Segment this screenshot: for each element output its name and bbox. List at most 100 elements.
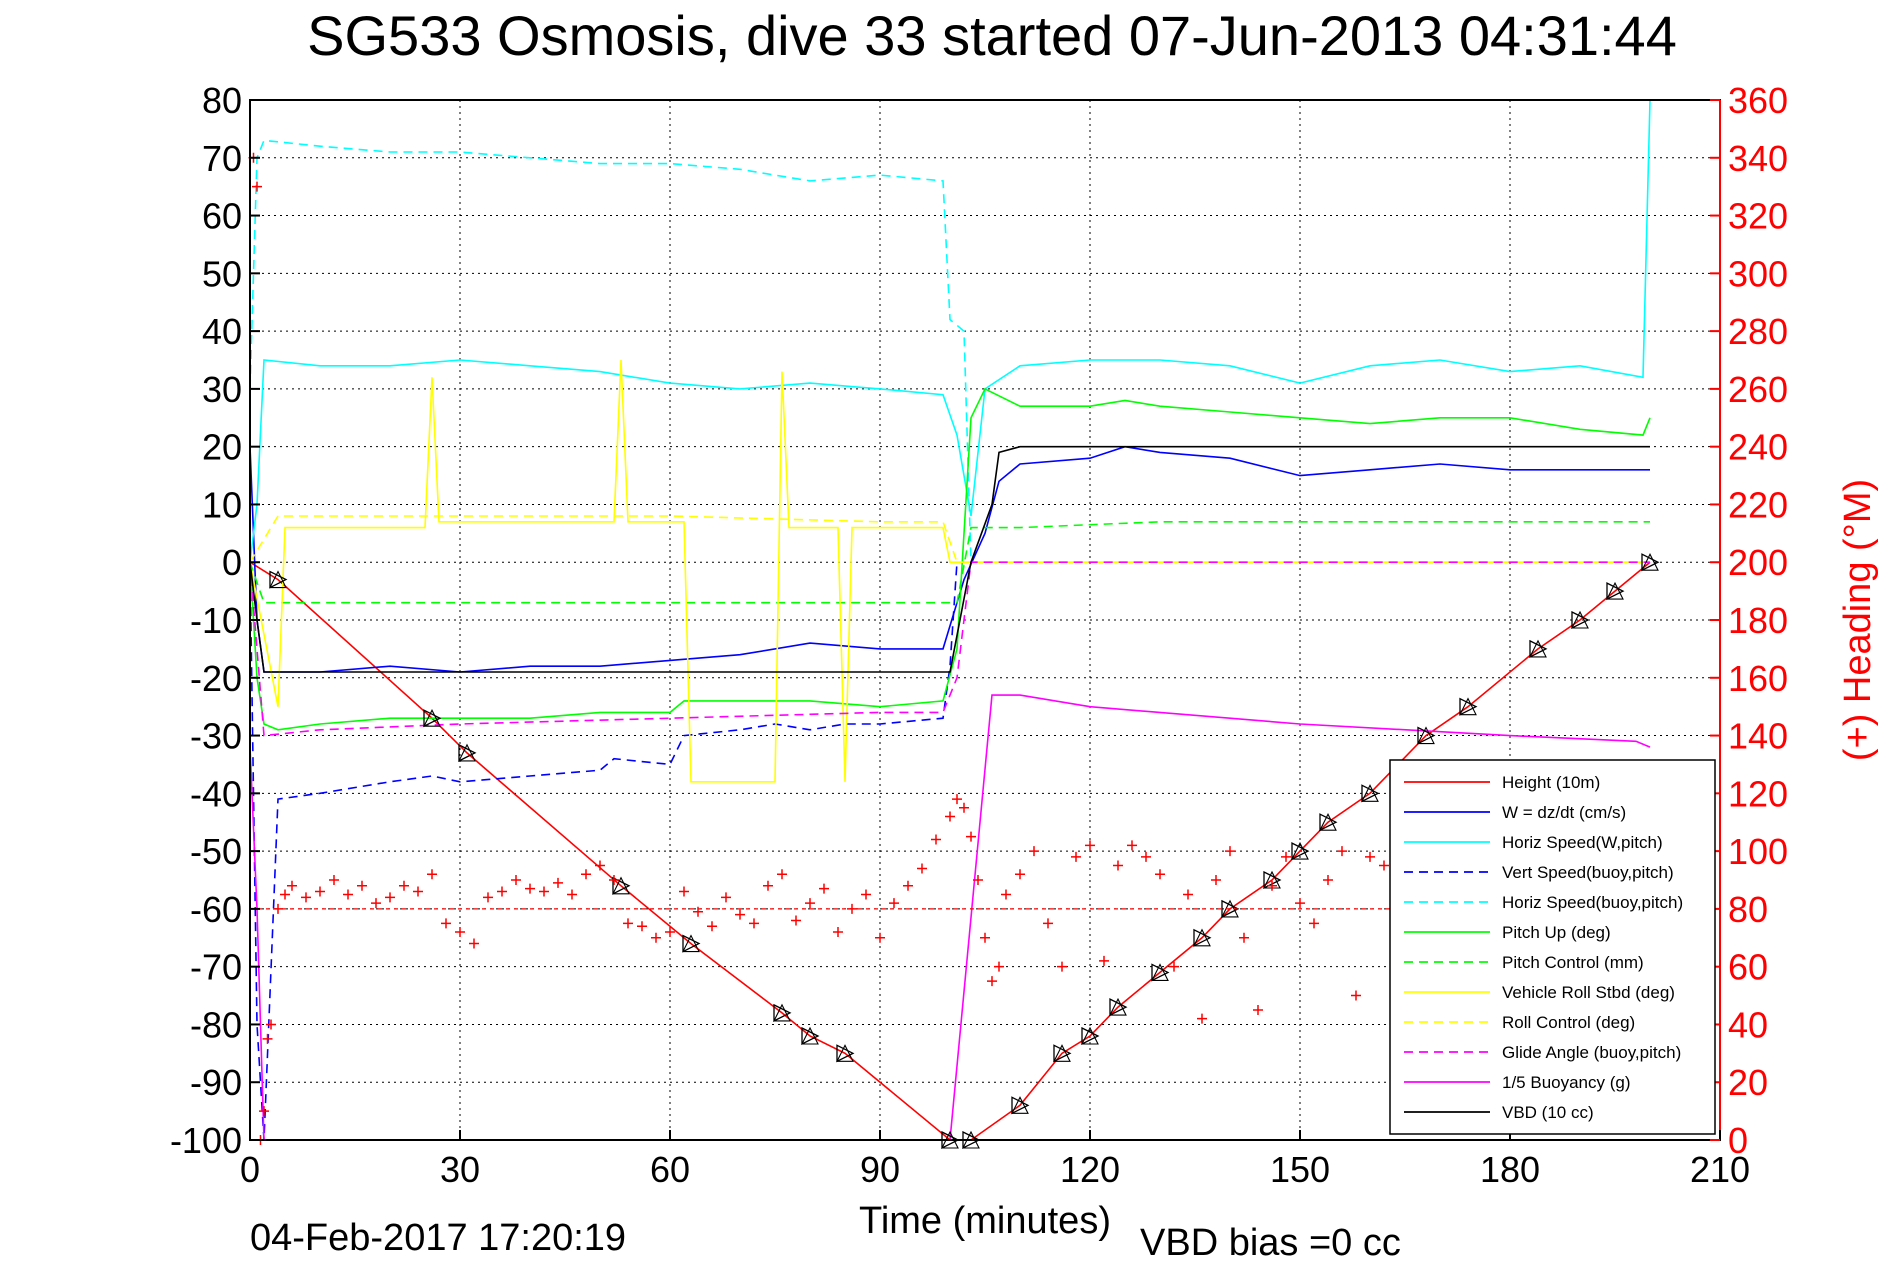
- height-marker-triangle: [1641, 552, 1659, 571]
- heading-point: [1043, 918, 1053, 929]
- heading-point: [994, 961, 1004, 972]
- height-marker-triangle: [1417, 726, 1435, 745]
- footer-vbd-bias: VBD bias =0 cc: [1140, 1222, 1401, 1262]
- heading-point: [595, 860, 605, 871]
- y-tick-label: 40: [202, 311, 242, 352]
- height-marker-triangle: [1193, 928, 1211, 947]
- heading-point: [945, 811, 955, 822]
- ticks: 0 30 60 90 120 150 180 21080706050403020100-10-…: [170, 80, 1788, 1190]
- heading-point: [707, 921, 717, 932]
- heading-point: [1267, 880, 1277, 891]
- heading-point: [1001, 889, 1011, 900]
- y-tick-label: 70: [202, 138, 242, 179]
- height-marker-triangle: [1291, 842, 1310, 861]
- y-right-tick-label: 360: [1728, 80, 1788, 121]
- y-tick-label: 10: [202, 484, 242, 525]
- legend-entry: Height (10m): [1502, 773, 1600, 792]
- height-marker-triangle: [458, 743, 476, 762]
- legend-entry: Horiz Speed(buoy,pitch): [1502, 893, 1683, 912]
- heading-point: [609, 875, 619, 885]
- y-right-tick-label: 80: [1728, 889, 1768, 930]
- x-tick-label: 210: [1690, 1149, 1750, 1190]
- height-marker-triangle: [423, 709, 442, 728]
- height-marker-triangle: [1641, 553, 1660, 572]
- y-right-tick-label: 200: [1728, 542, 1788, 583]
- heading-point: [329, 875, 339, 885]
- heading-point: [952, 794, 962, 805]
- height-marker-triangle: [1053, 1044, 1071, 1062]
- legend-entry: Pitch Control (mm): [1502, 953, 1644, 972]
- heading-point: [889, 898, 899, 909]
- y-tick-label: -60: [190, 889, 242, 930]
- height-marker-triangle: [1361, 784, 1380, 803]
- heading-point: [980, 932, 990, 943]
- heading-point: [637, 921, 647, 932]
- heading-point: [343, 889, 353, 900]
- heading-point: [651, 932, 661, 943]
- x-tick-label: 180: [1480, 1149, 1540, 1190]
- y-tick-label: -80: [190, 1004, 242, 1045]
- y-right-tick-label: 60: [1728, 947, 1768, 988]
- right-axis-label: (+) Heading (°M): [1837, 479, 1879, 761]
- heading-point: [959, 802, 969, 813]
- heading-point: [623, 918, 633, 929]
- heading-point: [1225, 846, 1235, 857]
- height-marker-triangle: [1459, 697, 1477, 716]
- y-tick-label: 50: [202, 253, 242, 294]
- y-tick-label: -50: [190, 831, 242, 872]
- heading-point: [1071, 851, 1081, 862]
- heading-point: [567, 889, 577, 900]
- heading-point: [875, 932, 885, 943]
- y-right-tick-label: 220: [1728, 484, 1788, 525]
- height-marker-triangle: [1151, 963, 1169, 981]
- x-tick-label: 0: [240, 1149, 260, 1190]
- heading-point: [357, 880, 367, 891]
- x-tick-label: 30: [440, 1149, 480, 1190]
- y-right-tick-label: 40: [1728, 1004, 1768, 1045]
- heading-point: [1099, 955, 1109, 966]
- heading-point: [861, 889, 871, 900]
- series-line: [249, 561, 1651, 1141]
- heading-point: [1309, 918, 1319, 929]
- heading-point: [252, 181, 262, 192]
- legend-entry: Glide Angle (buoy,pitch): [1502, 1043, 1681, 1062]
- y-right-tick-label: 100: [1728, 831, 1788, 872]
- series-line: [249, 445, 1650, 673]
- legend: Height (10m) W = dz/dt (cm/s) Horiz Speed(…: [1389, 759, 1716, 1135]
- height-marker-triangle: [612, 876, 631, 895]
- heading-point: [1337, 846, 1347, 857]
- heading-point: [847, 903, 857, 914]
- heading-point: [903, 880, 913, 891]
- heading-point: [1351, 990, 1361, 1001]
- heading-point: [553, 877, 563, 888]
- height-marker-triangle: [1011, 1096, 1029, 1114]
- legend-entry: Pitch Up (deg): [1502, 923, 1611, 942]
- height-marker-triangle: [1081, 1026, 1100, 1046]
- y-tick-label: 80: [202, 80, 242, 121]
- heading-point: [1239, 932, 1249, 943]
- heading-point: [483, 892, 493, 903]
- heading-point: [1155, 869, 1165, 880]
- heading-point: [455, 927, 465, 937]
- heading-point: [525, 883, 535, 894]
- height-marker-triangle: [423, 708, 441, 727]
- height-marker-triangle: [1291, 841, 1309, 860]
- height-marker-triangle: [1053, 1044, 1072, 1063]
- heading-point: [749, 918, 759, 929]
- series-line: [249, 387, 1651, 731]
- height-marker-triangle: [1151, 963, 1170, 982]
- heading-point: [1183, 889, 1193, 900]
- series-line: [249, 562, 958, 1141]
- legend-entry: W = dz/dt (cm/s): [1502, 803, 1626, 822]
- heading-point: [385, 892, 395, 903]
- heading-point: [1365, 851, 1375, 862]
- height-marker-triangle: [1319, 813, 1338, 832]
- y-right-tick-label: 140: [1728, 716, 1788, 757]
- y-tick-label: 20: [202, 427, 242, 468]
- heading-point: [1169, 961, 1179, 972]
- heading-point: [1197, 1013, 1207, 1024]
- heading-point: [1211, 875, 1221, 885]
- heading-point: [791, 915, 801, 926]
- height-marker-triangle: [1109, 998, 1128, 1017]
- heading-point: [497, 886, 507, 897]
